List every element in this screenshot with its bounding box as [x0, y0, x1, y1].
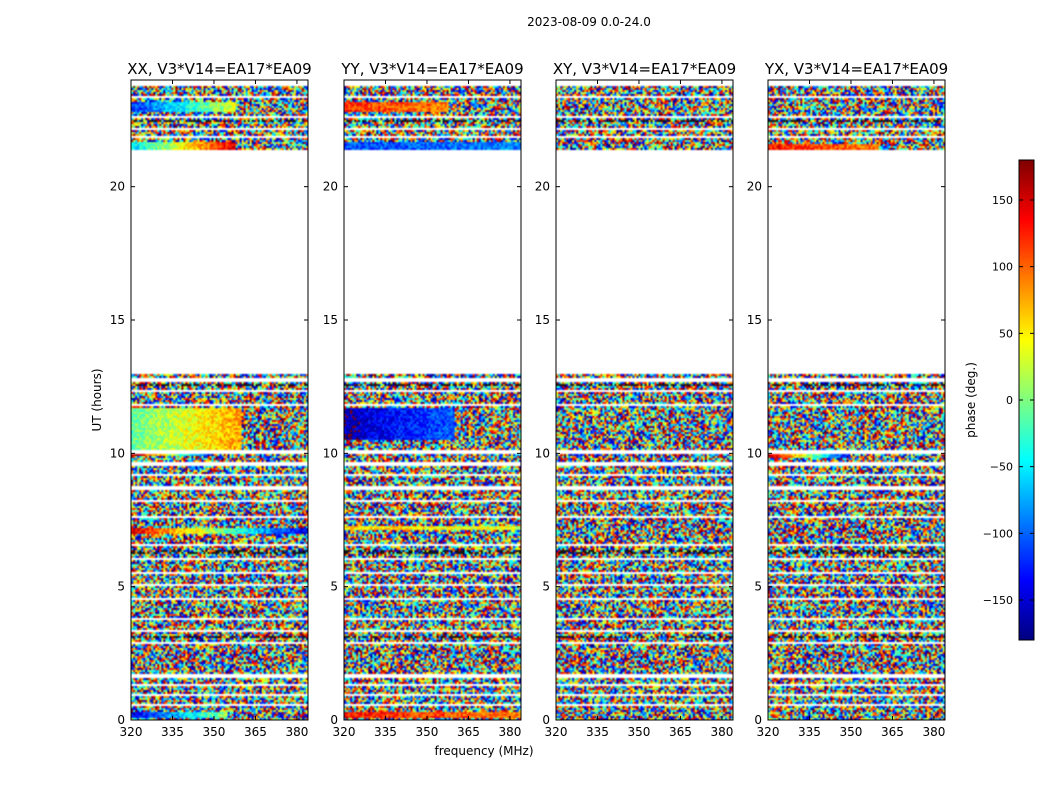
y-tick-label: 5: [117, 580, 125, 594]
x-tick-label: 335: [586, 725, 609, 739]
x-tick-label: 335: [374, 725, 397, 739]
axes-frame: [767, 79, 946, 721]
x-tick-label: 365: [881, 725, 904, 739]
y-tick-label: 10: [110, 446, 125, 460]
colorbar: 150 100 50 0 −50 −100 −150 phase (deg.): [964, 159, 1035, 641]
y-tick-label: 20: [323, 180, 338, 194]
y-tick-label: 0: [754, 713, 762, 727]
colorbar-label: phase (deg.): [964, 362, 978, 438]
x-tick-label: 380: [710, 725, 733, 739]
phase-heatmap: [344, 80, 521, 720]
x-tick-label: 320: [120, 725, 143, 739]
x-tick-label: 380: [498, 725, 521, 739]
x-tick-label: 365: [669, 725, 692, 739]
y-tick-label: 20: [747, 180, 762, 194]
axes-frame: [130, 79, 309, 721]
x-tick-label: 350: [416, 725, 439, 739]
colorbar-tick-label: 150: [992, 194, 1013, 207]
x-tick-label: 320: [545, 725, 568, 739]
panel-xx: XX, V3*V14=EA17*EA09 320 335 350 365 380 0 5 10 1…: [110, 60, 312, 739]
figure-suptitle: 2023-08-09 0.0-24.0: [527, 15, 651, 29]
y-tick-label: 5: [754, 580, 762, 594]
axes-frame: [555, 79, 734, 721]
panel-title: YX, V3*V14=EA17*EA09: [764, 60, 948, 78]
x-tick-label: 365: [244, 725, 267, 739]
colorbar-tick-label: 0: [1006, 394, 1013, 407]
x-axis-label: frequency (MHz): [434, 744, 533, 758]
y-tick-label: 0: [542, 713, 550, 727]
colorbar-tick-label: −100: [983, 527, 1013, 540]
axes-frame: [343, 79, 522, 721]
y-tick-label: 15: [535, 313, 550, 327]
panels-group: XX, V3*V14=EA17*EA09 320 335 350 365 380 0 5 10 1…: [110, 60, 948, 739]
panel-title: XX, V3*V14=EA17*EA09: [127, 60, 311, 78]
y-tick-label: 20: [535, 180, 550, 194]
x-tick-label: 320: [757, 725, 780, 739]
x-tick-label: 380: [922, 725, 945, 739]
colorbar-tick-label: −50: [990, 461, 1013, 474]
y-tick-label: 15: [323, 313, 338, 327]
y-tick-label: 5: [330, 580, 338, 594]
phase-heatmap: [768, 80, 945, 720]
x-tick-label: 380: [285, 725, 308, 739]
x-tick-label: 350: [203, 725, 226, 739]
y-tick-label: 10: [535, 446, 550, 460]
phase-heatmap: [556, 80, 733, 720]
y-tick-label: 10: [747, 446, 762, 460]
x-tick-label: 350: [628, 725, 651, 739]
x-tick-label: 350: [840, 725, 863, 739]
x-tick-label: 335: [798, 725, 821, 739]
panel-xy: XY, V3*V14=EA17*EA09 320 335 350 365 380 0 5 10 1…: [535, 60, 736, 739]
panel-title: XY, V3*V14=EA17*EA09: [553, 60, 736, 78]
x-tick-label: 365: [457, 725, 480, 739]
x-tick-label: 335: [161, 725, 184, 739]
colorbar-tick-label: 100: [992, 261, 1013, 274]
panel-yy: YY, V3*V14=EA17*EA09 320 335 350 365 380 0 5 10 1…: [323, 60, 524, 739]
y-tick-label: 5: [542, 580, 550, 594]
x-tick-label: 320: [333, 725, 356, 739]
y-tick-label: 0: [330, 713, 338, 727]
phase-heatmap: [131, 80, 308, 720]
y-tick-label: 20: [110, 180, 125, 194]
panel-title: YY, V3*V14=EA17*EA09: [340, 60, 523, 78]
colorbar-tick-label: 50: [999, 327, 1013, 340]
y-tick-label: 15: [110, 313, 125, 327]
y-tick-label: 0: [117, 713, 125, 727]
panel-yx: YX, V3*V14=EA17*EA09 320 335 350 365 380 0 5 10 1…: [747, 60, 948, 739]
colorbar-tick-label: −150: [983, 594, 1013, 607]
y-tick-label: 15: [747, 313, 762, 327]
y-tick-label: 10: [323, 446, 338, 460]
y-axis-label: UT (hours): [90, 368, 104, 431]
